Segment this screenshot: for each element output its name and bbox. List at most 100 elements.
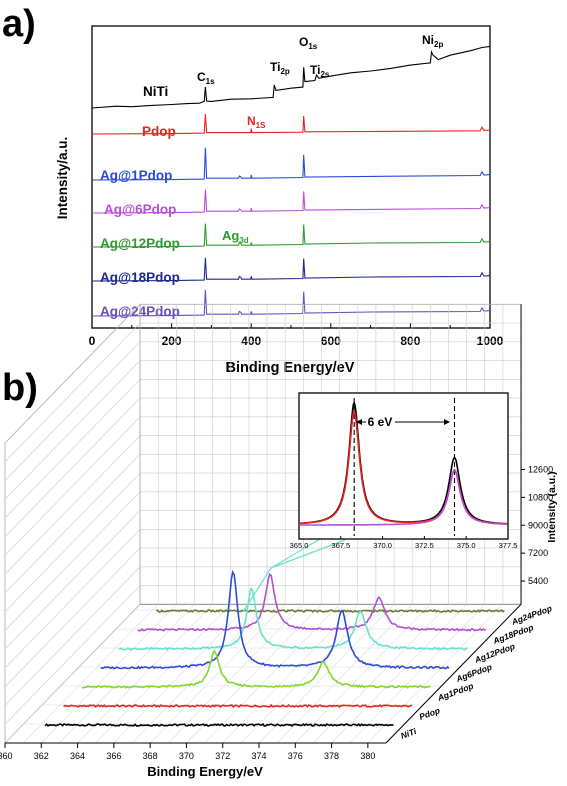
b-tick-label-370: 370 <box>179 751 194 761</box>
grid-line <box>4 435 141 575</box>
grid-line <box>276 604 413 744</box>
grid-line <box>59 604 195 744</box>
inset-tick-label: 365.0 <box>290 541 309 550</box>
panel-a-annotations: C1s Ti2p O1s Ti2s Ni2p N1S Ag3d <box>197 33 443 245</box>
inset-tick-label: 370.0 <box>373 541 392 550</box>
b-tick-label-380: 380 <box>360 751 375 761</box>
series-name-pdop: Pdop <box>418 705 441 722</box>
series-curve-pdop <box>63 703 413 709</box>
inset-xticks: 365.0 367.5 370.0 372.5 375.0 377.5 <box>290 536 518 550</box>
b-tick-label-366: 366 <box>106 751 121 761</box>
grid-line <box>222 604 358 744</box>
grid-line <box>349 604 485 744</box>
b-depth-axis <box>385 603 522 744</box>
b-tick-label-368: 368 <box>143 751 158 761</box>
inset-connector-3 <box>242 567 272 613</box>
inset-tick-label: 377.5 <box>499 541 518 550</box>
series-curve-ag18pdop <box>137 572 487 632</box>
inset-connector-2 <box>270 539 346 569</box>
grid-line <box>77 604 213 744</box>
grid-line <box>131 604 268 744</box>
series-label-ag-1pdop: Ag@1Pdop <box>100 168 172 183</box>
series-label-ag-12pdop: Ag@12Pdop <box>100 236 180 251</box>
panel-a-xlabel: Binding Energy/eV <box>226 360 355 376</box>
series-label-pdop: Pdop <box>142 124 176 139</box>
annotation-c1s: C1s <box>197 70 215 86</box>
inset-arrowhead-right <box>444 419 450 425</box>
series-name-niti: NiTi <box>399 726 418 741</box>
b-tick-label-378: 378 <box>324 751 339 761</box>
grid-line <box>168 604 304 744</box>
grid-line <box>4 472 141 612</box>
floor <box>4 603 522 744</box>
inset-curve-3 <box>299 469 508 526</box>
grid-line <box>204 604 340 744</box>
grid-line <box>4 604 141 744</box>
b-ztick-label-5400: 5400 <box>528 576 548 586</box>
tick-label-800: 800 <box>400 334 420 348</box>
grid-line <box>4 510 141 650</box>
tick-label-400: 400 <box>241 334 261 348</box>
b-tick-label-374: 374 <box>251 751 266 761</box>
series-curve-ag12pdop <box>118 586 468 651</box>
series-line-ag-12pdop <box>91 223 491 248</box>
grid-line <box>4 566 141 706</box>
series-curve-ag1pdop <box>82 649 431 689</box>
grid-line <box>331 604 467 744</box>
panel-b-zlabel: Intensity (a.u.) <box>546 471 558 542</box>
panel-b-xticks: 360 362 364 366 368 370 372 374 376 378 380 <box>0 742 386 761</box>
inset-tick-label: 367.5 <box>331 541 350 550</box>
panel-b-xlabel: Binding Energy/eV <box>147 764 263 779</box>
series-curve-ag6pdop <box>100 569 450 670</box>
grid-line <box>4 529 141 669</box>
annotation-o1s: O1s <box>299 35 318 51</box>
tick-label-1000: 1000 <box>477 334 504 348</box>
b-tick-label-360: 360 <box>0 751 13 761</box>
panel-a-series-labels: NiTi Pdop Ag@1Pdop Ag@6Pdop Ag@12Pdop Ag@18Pd… <box>100 84 180 319</box>
annotation-ti2s: Ti2s <box>310 63 330 79</box>
b-tick-label-362: 362 <box>34 751 49 761</box>
series-label-ag-18pdop: Ag@18Pdop <box>100 270 180 285</box>
series-line-ag-18pdop <box>91 257 491 282</box>
grid-line <box>4 547 141 687</box>
annotation-ni2p: Ni2p <box>422 33 443 49</box>
grid-line <box>95 604 231 744</box>
inset-arrowhead-left <box>356 419 362 425</box>
inset-annotation: 6 eV <box>368 415 393 429</box>
b-ztick-label-10800: 10800 <box>528 492 553 502</box>
tick-label-600: 600 <box>321 334 341 348</box>
series-name-ag1pdop: Ag1Pdop <box>435 681 474 704</box>
b-ztick-label-9000: 9000 <box>528 520 548 530</box>
series-curve-ag24pdop <box>155 609 505 613</box>
grid-line <box>4 397 141 537</box>
b-tick-label-364: 364 <box>70 751 85 761</box>
panel-b-label: b) <box>2 367 38 409</box>
b-tick-label-372: 372 <box>215 751 230 761</box>
series-line-ag-24pdop <box>91 289 491 317</box>
series-curve-niti <box>44 722 394 727</box>
panel-a-ylabel: Intensity/a.u. <box>55 137 70 220</box>
tick-label-0: 0 <box>89 334 96 348</box>
series-line-ag-1pdop <box>91 147 491 181</box>
panel-a-xticks: 0 200 400 600 800 1000 <box>89 323 504 348</box>
grid-line <box>258 604 395 744</box>
grid-line <box>4 454 141 594</box>
series-line-pdop <box>91 114 491 135</box>
grid-line <box>4 585 141 725</box>
panel-a-series <box>91 45 491 317</box>
panel-b-zticks: 5400 7200 9000 10800 12600 <box>520 304 553 605</box>
grid-line <box>313 604 449 744</box>
series-label-niti: NiTi <box>143 84 168 99</box>
grid-line <box>22 604 159 744</box>
grid-line <box>4 341 141 481</box>
series-label-ag-6pdop: Ag@6Pdop <box>104 202 176 217</box>
series-name-ag6pdop: Ag6Pdop <box>454 662 493 685</box>
grid-line <box>113 604 250 744</box>
grid-line <box>4 379 141 519</box>
grid-line <box>4 360 141 500</box>
panel-b-series <box>44 532 505 727</box>
series-line-ag-6pdop <box>91 189 491 214</box>
grid-line <box>4 491 141 631</box>
